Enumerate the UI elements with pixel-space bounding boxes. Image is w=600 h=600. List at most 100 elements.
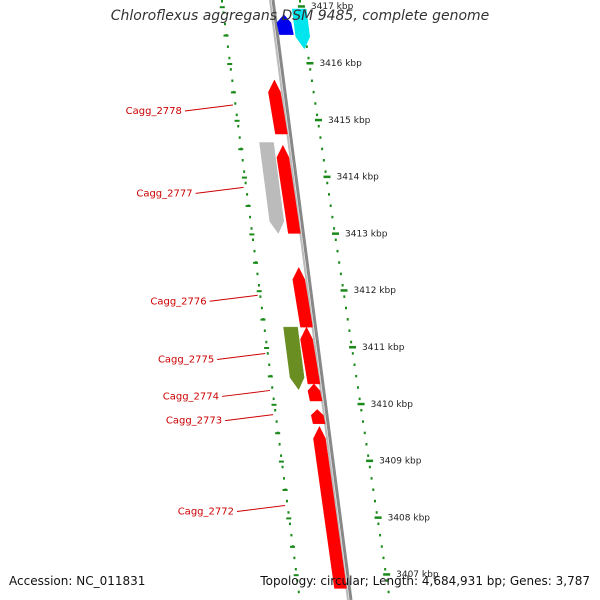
ruler-dot <box>237 124 240 128</box>
gene-label: Cagg_2777 <box>136 188 192 199</box>
gene-label: Cagg_2775 <box>158 355 214 366</box>
ruler-dot <box>370 477 373 480</box>
ruler-dot <box>358 397 361 401</box>
ruler-dot <box>382 556 385 560</box>
ruler-dot <box>229 68 232 71</box>
ruler-dash <box>271 403 277 406</box>
gene-label-leader <box>225 414 274 422</box>
ruler-dot <box>280 454 283 457</box>
ruler-dot <box>307 56 310 60</box>
ruler-dot <box>246 193 249 196</box>
ruler-dot <box>274 408 277 412</box>
ruler-dot <box>384 568 387 571</box>
ruler-dot <box>324 170 327 173</box>
ruler-dot <box>294 568 297 571</box>
ruler-dot <box>293 556 296 560</box>
ruler-dot <box>297 590 300 594</box>
gene-arrow <box>283 326 305 391</box>
ruler-dot <box>319 136 322 139</box>
ruler-dot <box>379 533 382 537</box>
ruler-dot <box>265 340 268 344</box>
scale-tick <box>306 62 314 65</box>
gene-label: Cagg_2773 <box>166 416 222 427</box>
ruler-dot <box>375 511 378 514</box>
ruler-dot <box>287 511 290 514</box>
scale-tick <box>366 459 374 463</box>
ruler-dot <box>380 545 383 548</box>
ruler-dot <box>235 113 238 117</box>
ruler-dot <box>377 522 380 526</box>
scale-ticks: 3417 kbp 3416 kbp 3415 kbp 3414 kbp 3413 kbp… <box>297 2 439 580</box>
ruler-dash <box>256 290 262 293</box>
ruler-dot <box>316 113 319 117</box>
scale-tick <box>357 402 365 406</box>
outer-dotted-ruler <box>299 0 390 594</box>
genome-info-text: Topology: circular; Length: 4,684,931 bp… <box>260 574 590 588</box>
gene-label-leader <box>217 353 266 361</box>
ruler-dot <box>268 363 271 367</box>
ruler-dot <box>305 45 308 48</box>
ruler-dot <box>339 272 342 276</box>
ruler-dash <box>278 460 284 463</box>
scale-tick <box>314 118 322 122</box>
scale-tick-label: 3415 kbp <box>328 116 371 126</box>
scale-tick-label: 3410 kbp <box>371 400 414 410</box>
ruler-dot <box>372 488 375 491</box>
ruler-dot <box>283 477 286 480</box>
ruler-dot <box>223 22 226 26</box>
scale-tick <box>340 289 348 292</box>
ruler-dot <box>266 352 269 355</box>
gene-arrow <box>313 425 347 589</box>
inner-dotted-ruler <box>219 0 300 594</box>
ruler-dot <box>331 215 334 219</box>
ruler-dot <box>345 306 348 310</box>
gene-label: Cagg_2774 <box>163 391 219 402</box>
gene-label-leader <box>221 389 271 397</box>
scale-tick-label: 3407 kbp <box>396 570 439 580</box>
ruler-dot <box>226 45 229 48</box>
ruler-dot <box>334 238 337 242</box>
ruler-dot <box>285 499 288 503</box>
ruler-dot <box>296 579 299 582</box>
scale-tick <box>297 5 305 8</box>
ruler-dot <box>222 11 225 14</box>
ruler-dot <box>362 420 365 423</box>
ruler-dot <box>314 102 317 105</box>
gene-label: Cagg_2778 <box>126 106 182 117</box>
ruler-dash <box>234 119 240 122</box>
gene-arrow <box>307 383 323 402</box>
ruler-dash <box>249 233 255 236</box>
ruler-dot <box>387 590 390 594</box>
ruler-dot <box>321 147 324 151</box>
scale-tick <box>374 516 382 519</box>
ruler-dot <box>260 306 263 310</box>
gene-label-leader <box>195 186 244 194</box>
ruler-dot <box>322 159 325 162</box>
ruler-dot <box>329 204 332 207</box>
ruler-dot <box>238 136 241 139</box>
ruler-dot <box>250 227 253 230</box>
ruler-dot <box>368 465 371 469</box>
gene-label-leader <box>184 104 233 112</box>
ruler-dot <box>241 159 244 162</box>
ruler-dash <box>241 176 247 179</box>
scale-tick-label: 3409 kbp <box>379 457 422 467</box>
scale-tick <box>349 346 357 349</box>
ruler-dot <box>249 215 252 219</box>
ruler-dot <box>281 465 284 469</box>
gene-arrow <box>310 409 326 424</box>
ruler-dash <box>253 261 259 264</box>
ruler-dot <box>317 124 320 128</box>
ruler-dot <box>333 227 336 230</box>
genes-layer <box>259 8 347 589</box>
backbone-line <box>271 0 353 600</box>
scale-tick <box>383 573 391 576</box>
ruler-dash <box>275 432 281 435</box>
ruler-dash <box>267 375 273 378</box>
ruler-dot <box>326 181 329 185</box>
ruler-dot <box>350 340 353 344</box>
scale-tick-label: 3408 kbp <box>388 513 431 523</box>
ruler-dot <box>346 318 349 321</box>
